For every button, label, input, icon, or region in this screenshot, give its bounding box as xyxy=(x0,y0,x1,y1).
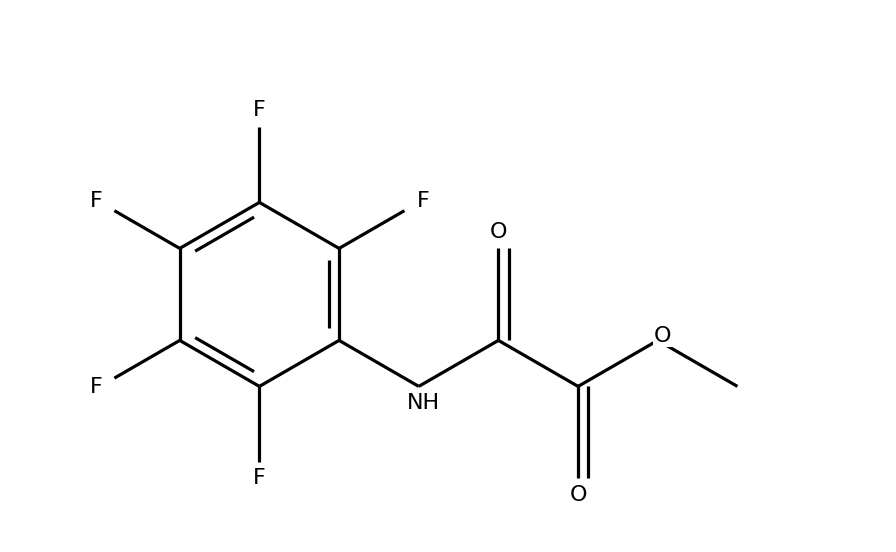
Text: O: O xyxy=(490,222,507,242)
Text: F: F xyxy=(90,378,102,397)
Text: F: F xyxy=(253,469,266,489)
Text: O: O xyxy=(569,485,587,505)
Text: O: O xyxy=(653,326,671,346)
Text: F: F xyxy=(417,192,429,211)
Text: F: F xyxy=(90,192,102,211)
Text: NH: NH xyxy=(407,393,440,413)
Text: F: F xyxy=(253,100,266,120)
